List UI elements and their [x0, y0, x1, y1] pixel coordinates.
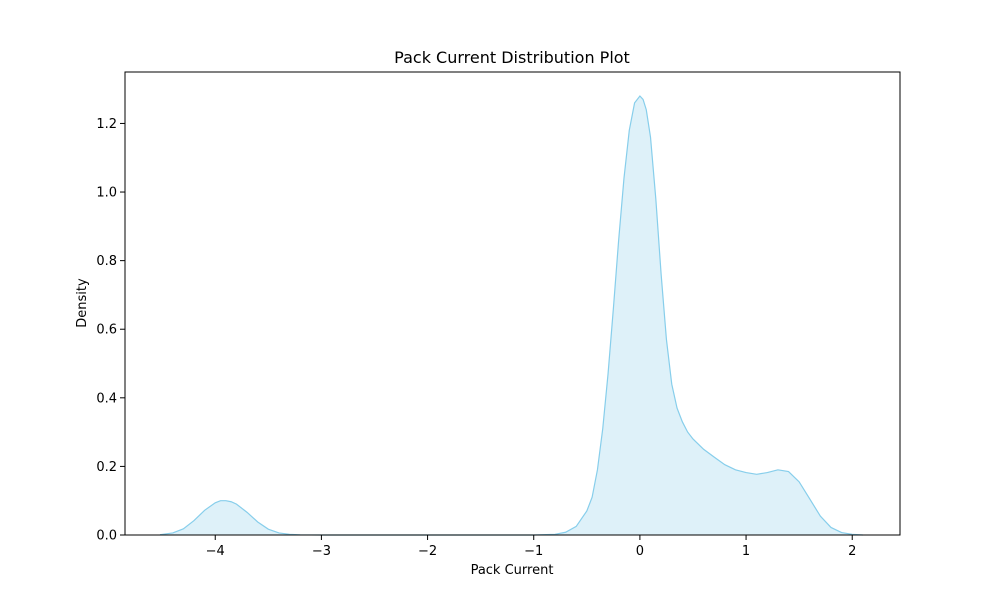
y-tick-label: 1.0 [96, 186, 117, 201]
density-fill-area [160, 96, 863, 535]
y-axis-label: Density [75, 278, 90, 328]
x-tick-label: −4 [206, 544, 225, 559]
y-axis-ticks: 0.0 0.2 0.4 0.6 0.8 1.0 1.2 [96, 117, 125, 544]
x-tick-label: −2 [418, 544, 437, 559]
y-tick-label: 0.4 [96, 391, 117, 406]
x-axis-ticks: −4 −3 −2 −1 0 1 2 [206, 535, 856, 559]
x-tick-label: −1 [524, 544, 543, 559]
axes-frame [124, 71, 901, 536]
y-tick-label: 0.6 [96, 323, 117, 338]
y-tick-label: 0.8 [96, 254, 117, 269]
x-axis-label: Pack Current [471, 563, 554, 578]
x-tick-label: 2 [848, 544, 856, 559]
x-tick-label: 1 [742, 544, 750, 559]
plot-area [159, 95, 863, 536]
chart-title: Pack Current Distribution Plot [394, 48, 630, 67]
x-tick-label: −3 [312, 544, 331, 559]
x-tick-label: 0 [636, 544, 644, 559]
y-tick-label: 1.2 [96, 117, 117, 132]
density-curve [159, 95, 863, 536]
y-tick-label: 0.2 [96, 460, 117, 475]
y-tick-label: 0.0 [96, 529, 117, 544]
